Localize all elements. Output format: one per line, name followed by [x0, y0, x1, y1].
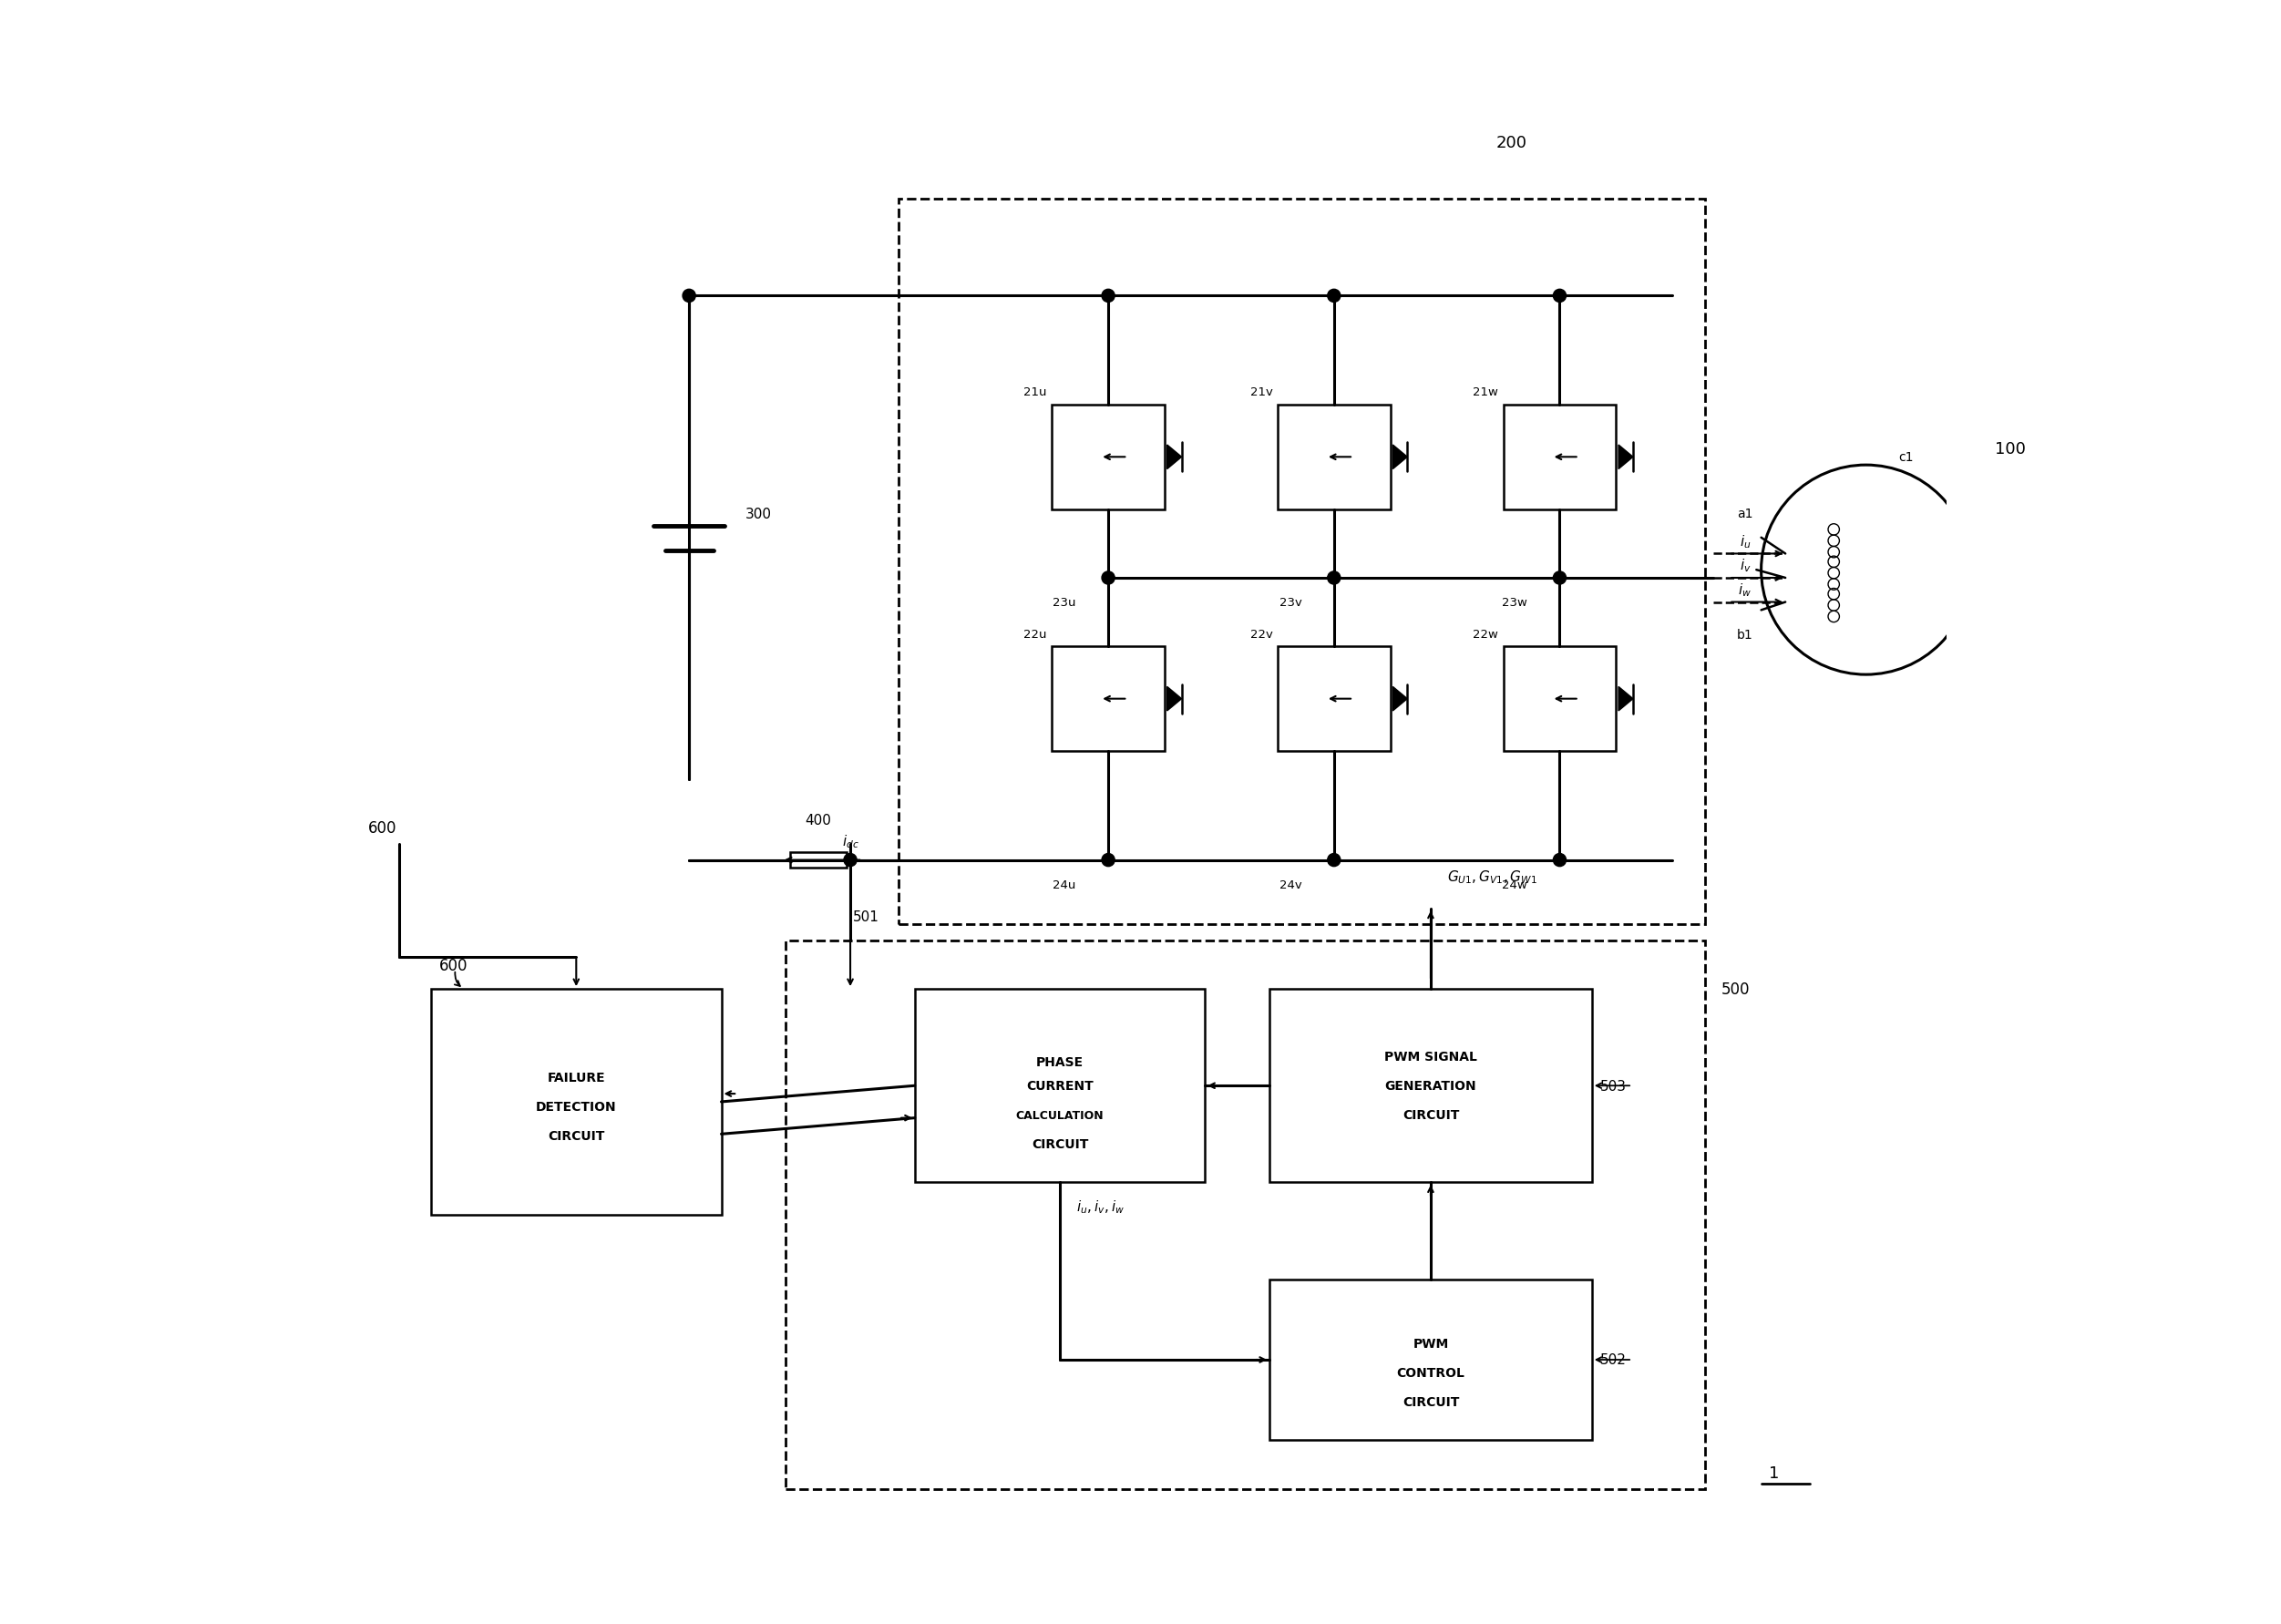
Circle shape — [1553, 291, 1567, 302]
Text: 502: 502 — [1599, 1353, 1626, 1367]
Bar — [787, 940, 1704, 1489]
Text: GENERATION: GENERATION — [1385, 1080, 1476, 1093]
Text: PWM SIGNAL: PWM SIGNAL — [1385, 1051, 1478, 1064]
Circle shape — [1328, 291, 1341, 302]
Text: 200: 200 — [1496, 135, 1526, 151]
Text: 22u: 22u — [1024, 628, 1047, 640]
Text: $i_u, i_v, i_w$: $i_u, i_v, i_w$ — [1077, 1199, 1125, 1215]
Text: 23v: 23v — [1280, 596, 1302, 609]
Circle shape — [1102, 572, 1115, 585]
Polygon shape — [1168, 445, 1182, 469]
Text: 100: 100 — [1996, 442, 2026, 458]
Text: $i_v$: $i_v$ — [1740, 557, 1752, 573]
Text: CIRCUIT: CIRCUIT — [1403, 1109, 1460, 1121]
Circle shape — [1328, 572, 1341, 585]
Text: 400: 400 — [805, 814, 830, 827]
Circle shape — [844, 854, 858, 867]
Text: CONTROL: CONTROL — [1396, 1366, 1464, 1379]
Text: PWM: PWM — [1412, 1338, 1448, 1350]
Polygon shape — [1394, 445, 1407, 469]
Bar — [1271, 1280, 1592, 1440]
Bar — [1052, 646, 1166, 752]
Circle shape — [1102, 291, 1115, 302]
Text: 23w: 23w — [1501, 596, 1528, 609]
Text: CIRCUIT: CIRCUIT — [1031, 1137, 1088, 1150]
Text: PHASE: PHASE — [1036, 1056, 1083, 1069]
Circle shape — [1553, 572, 1567, 585]
Text: 22v: 22v — [1250, 628, 1273, 640]
Polygon shape — [1168, 687, 1182, 711]
Text: 300: 300 — [746, 507, 771, 521]
Bar — [1277, 646, 1391, 752]
Circle shape — [682, 291, 696, 302]
Circle shape — [1102, 854, 1115, 867]
Text: b1: b1 — [1736, 628, 1754, 641]
Text: $i_u$: $i_u$ — [1740, 533, 1752, 551]
Text: 1: 1 — [1770, 1465, 1779, 1481]
Text: 501: 501 — [853, 909, 880, 924]
Text: $i_w$: $i_w$ — [1738, 581, 1752, 598]
Text: 600: 600 — [370, 820, 397, 836]
Polygon shape — [1394, 687, 1407, 711]
Text: 500: 500 — [1720, 981, 1750, 997]
Text: CALCULATION: CALCULATION — [1015, 1109, 1104, 1121]
Text: 503: 503 — [1599, 1078, 1626, 1093]
Bar — [899, 200, 1704, 924]
Text: CIRCUIT: CIRCUIT — [1403, 1395, 1460, 1408]
Polygon shape — [1620, 687, 1633, 711]
Text: $i_{dc}$: $i_{dc}$ — [842, 833, 860, 849]
Text: 22w: 22w — [1474, 628, 1499, 640]
Text: c1: c1 — [1898, 451, 1914, 464]
Text: 24v: 24v — [1280, 879, 1302, 890]
Bar — [1503, 646, 1617, 752]
Text: 24u: 24u — [1054, 879, 1077, 890]
Bar — [1271, 989, 1592, 1182]
Circle shape — [1553, 854, 1567, 867]
Bar — [431, 989, 721, 1215]
Text: CURRENT: CURRENT — [1026, 1080, 1093, 1093]
Text: CIRCUIT: CIRCUIT — [547, 1130, 604, 1142]
Text: FAILURE: FAILURE — [547, 1072, 604, 1085]
Text: $G_{U1},G_{V1},G_{W1}$: $G_{U1},G_{V1},G_{W1}$ — [1446, 867, 1537, 885]
Text: 21u: 21u — [1024, 387, 1047, 398]
Bar — [915, 989, 1204, 1182]
Text: a1: a1 — [1738, 508, 1754, 520]
Polygon shape — [1620, 445, 1633, 469]
Text: 21v: 21v — [1250, 387, 1273, 398]
Bar — [1277, 404, 1391, 510]
Bar — [1052, 404, 1166, 510]
Text: 24w: 24w — [1503, 879, 1528, 890]
Text: 21w: 21w — [1474, 387, 1499, 398]
Text: 600: 600 — [440, 957, 468, 973]
Text: DETECTION: DETECTION — [536, 1101, 616, 1114]
Text: 23u: 23u — [1054, 596, 1077, 609]
Bar — [789, 853, 846, 869]
Circle shape — [1328, 854, 1341, 867]
Bar — [1503, 404, 1617, 510]
